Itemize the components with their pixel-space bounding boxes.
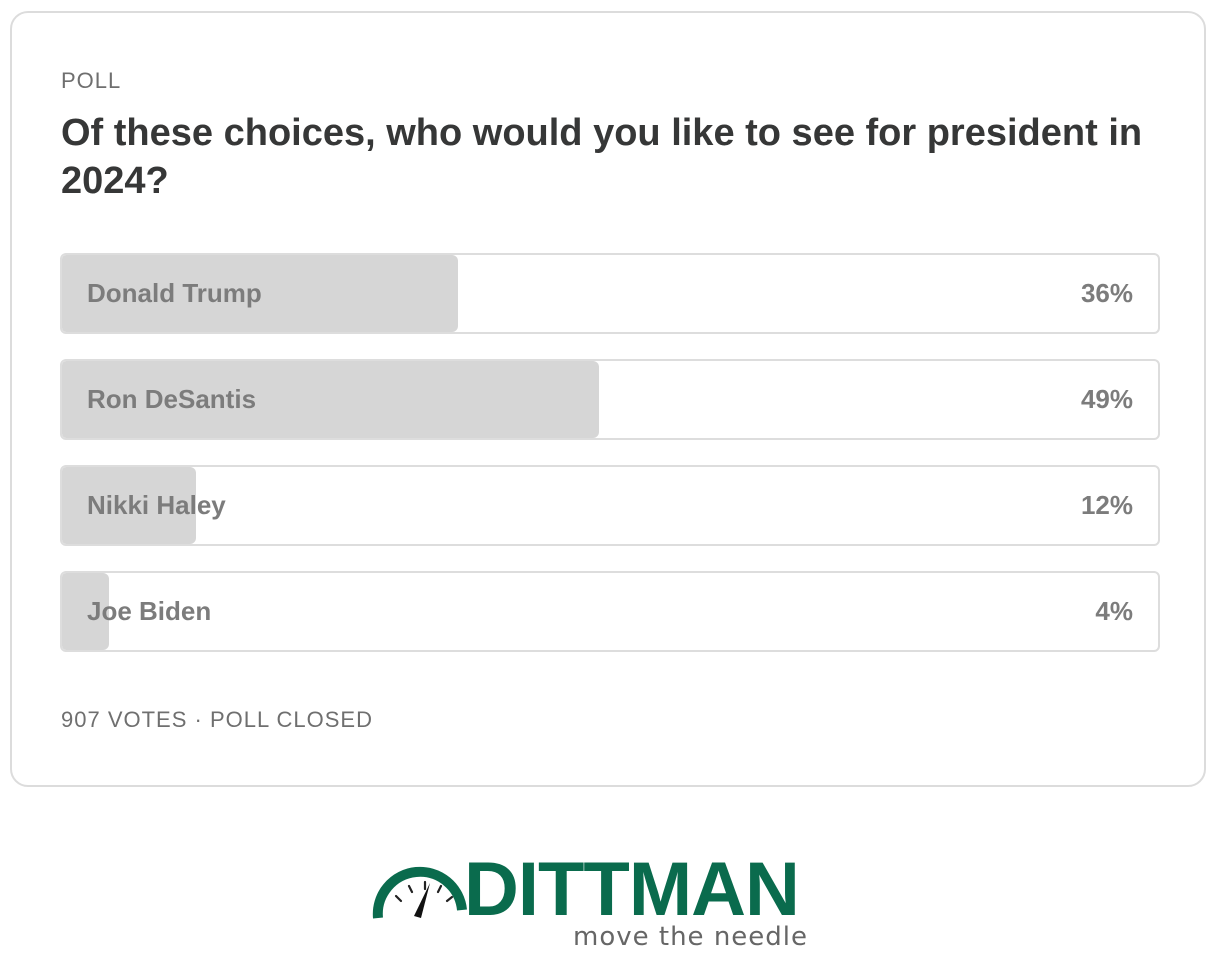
- poll-option-percent: 36%: [1080, 278, 1133, 308]
- brand-tagline: move the needle: [573, 922, 809, 952]
- poll-question: Of these choices, who would you like to …: [61, 112, 1143, 202]
- poll-option-name: Ron DeSantis: [87, 384, 257, 414]
- poll-label: POLL: [61, 68, 122, 93]
- poll-card: POLL Of these choices, who would you lik…: [10, 11, 1206, 787]
- poll-option-bar: [62, 573, 109, 650]
- poll-footer: 907 VOTES · POLL CLOSED: [61, 707, 373, 732]
- poll-option-joe-biden[interactable]: Joe Biden 4%: [60, 571, 1160, 652]
- poll-option-nikki-haley[interactable]: Nikki Haley 12%: [60, 465, 1160, 546]
- poll-option-bar: [62, 467, 197, 544]
- poll-option-donald-trump[interactable]: Donald Trump 36%: [60, 253, 1160, 334]
- poll-options: Donald Trump 36% Ron DeSantis 49% Nikki …: [60, 253, 1160, 677]
- poll-option-percent: 49%: [1080, 384, 1133, 414]
- speedometer-gauge-icon: [372, 866, 467, 919]
- poll-option-bar: [62, 255, 458, 332]
- brand-name: DITTMAN: [464, 847, 800, 932]
- poll-option-name: Donald Trump: [87, 278, 262, 308]
- dittman-logo: DITTMAN move the needle: [372, 852, 852, 958]
- poll-option-percent: 4%: [1095, 596, 1133, 626]
- poll-option-percent: 12%: [1080, 490, 1133, 520]
- poll-option-ron-desantis[interactable]: Ron DeSantis 49%: [60, 359, 1160, 440]
- poll-option-name: Joe Biden: [87, 596, 212, 626]
- poll-option-bar: [62, 361, 600, 438]
- poll-option-name: Nikki Haley: [87, 490, 226, 520]
